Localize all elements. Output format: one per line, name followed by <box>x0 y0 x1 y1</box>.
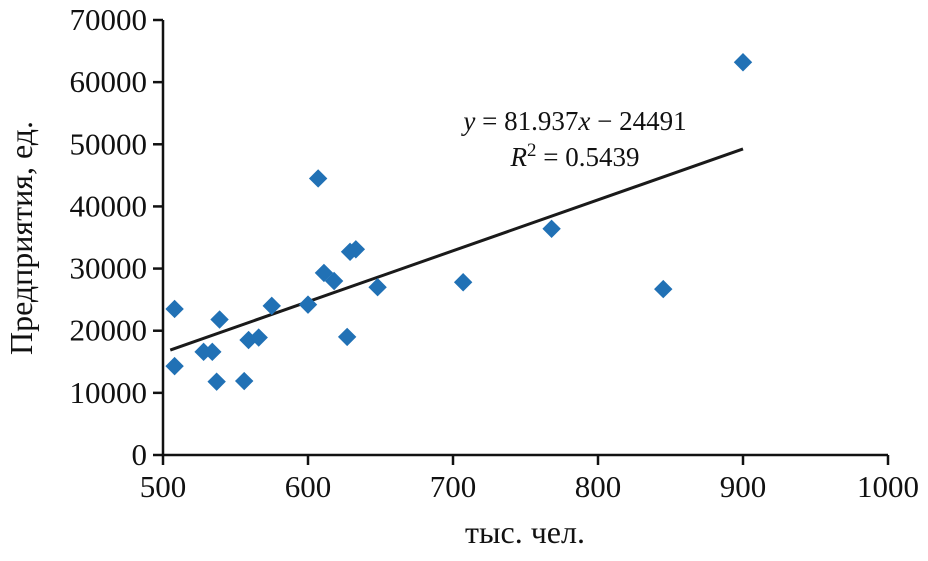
y-tick-label: 40000 <box>70 188 148 223</box>
data-point-marker <box>210 310 229 329</box>
x-tick-label: 500 <box>140 469 187 504</box>
y-tick-label: 60000 <box>70 64 148 99</box>
data-point-marker <box>542 219 561 239</box>
x-tick-label: 700 <box>430 469 477 504</box>
data-point-marker <box>165 299 184 319</box>
data-point-marker <box>654 279 673 299</box>
equation-annotation: y = 81.937x − 24491 R2 = 0.5439 <box>460 106 686 172</box>
trend-line <box>169 147 744 352</box>
data-point-marker <box>337 327 357 347</box>
data-point-marker <box>733 53 753 72</box>
data-point-marker <box>314 263 334 283</box>
y-tick-label: 20000 <box>70 313 148 348</box>
data-point-marker <box>298 295 318 314</box>
r-squared-line: R2 = 0.5439 <box>510 140 640 173</box>
y-axis-label: Предприятия, ед. <box>3 121 39 355</box>
y-tick-label: 70000 <box>70 2 148 37</box>
x-tick-label: 800 <box>575 469 622 504</box>
regression-line <box>169 147 744 352</box>
axis-ticks: 500 600 700 800 900 1000010000200003000040000… <box>70 2 920 504</box>
equation-line: y = 81.937x − 24491 <box>460 106 686 136</box>
data-point-marker <box>346 240 366 259</box>
y-tick-label: 30000 <box>70 251 148 286</box>
data-point-marker <box>324 271 344 291</box>
axes-spines <box>161 20 888 457</box>
data-point-marker <box>234 371 254 391</box>
x-axis-label: тыс. чел. <box>465 514 585 550</box>
data-point-marker <box>203 342 222 362</box>
data-point-marker <box>308 169 328 188</box>
y-tick-label: 10000 <box>70 375 148 410</box>
data-point-marker <box>165 356 184 376</box>
data-point-marker <box>453 273 473 292</box>
data-point-marker <box>262 296 281 316</box>
axis-spine <box>161 20 888 457</box>
data-point-marker <box>368 278 387 297</box>
data-point-marker <box>207 372 226 391</box>
y-tick-label: 50000 <box>70 126 148 161</box>
y-tick-label: 0 <box>132 437 148 472</box>
data-points <box>165 53 753 391</box>
x-tick-label: 1000 <box>857 469 919 504</box>
data-point-marker <box>249 328 268 347</box>
x-tick-label: 900 <box>720 469 767 504</box>
x-tick-label: 600 <box>285 469 332 504</box>
